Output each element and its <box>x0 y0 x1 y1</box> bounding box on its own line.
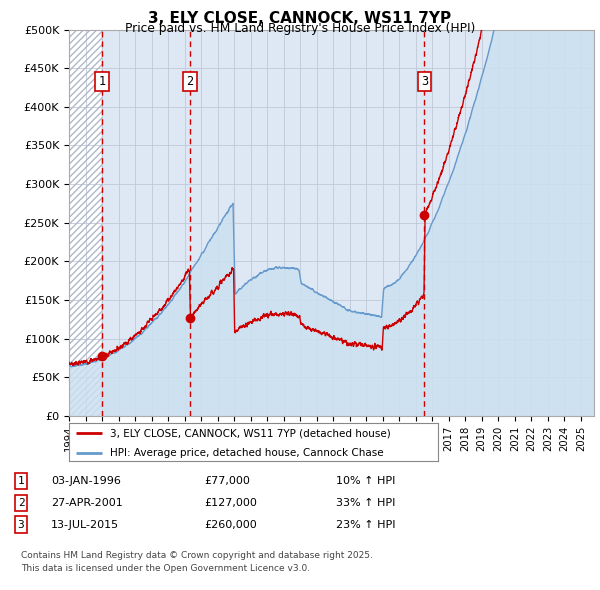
Bar <box>69 30 102 416</box>
Text: 3, ELY CLOSE, CANNOCK, WS11 7YP (detached house): 3, ELY CLOSE, CANNOCK, WS11 7YP (detache… <box>110 428 391 438</box>
Text: 03-JAN-1996: 03-JAN-1996 <box>51 476 121 486</box>
Text: 27-APR-2001: 27-APR-2001 <box>51 498 123 507</box>
Text: 3, ELY CLOSE, CANNOCK, WS11 7YP: 3, ELY CLOSE, CANNOCK, WS11 7YP <box>148 11 452 25</box>
Bar <box>69 30 102 416</box>
Text: Price paid vs. HM Land Registry's House Price Index (HPI): Price paid vs. HM Land Registry's House … <box>125 22 475 35</box>
Text: £260,000: £260,000 <box>204 520 257 529</box>
Text: 10% ↑ HPI: 10% ↑ HPI <box>336 476 395 486</box>
Text: 1: 1 <box>17 476 25 486</box>
Text: £127,000: £127,000 <box>204 498 257 507</box>
Text: £77,000: £77,000 <box>204 476 250 486</box>
Text: 3: 3 <box>421 75 428 88</box>
Text: 2: 2 <box>17 498 25 507</box>
Text: 1: 1 <box>98 75 106 88</box>
Text: HPI: Average price, detached house, Cannock Chase: HPI: Average price, detached house, Cann… <box>110 448 383 458</box>
Text: 13-JUL-2015: 13-JUL-2015 <box>51 520 119 529</box>
Text: 3: 3 <box>17 520 25 529</box>
Text: 2: 2 <box>186 75 193 88</box>
Text: 33% ↑ HPI: 33% ↑ HPI <box>336 498 395 507</box>
Text: 23% ↑ HPI: 23% ↑ HPI <box>336 520 395 529</box>
Text: Contains HM Land Registry data © Crown copyright and database right 2025.
This d: Contains HM Land Registry data © Crown c… <box>21 551 373 572</box>
